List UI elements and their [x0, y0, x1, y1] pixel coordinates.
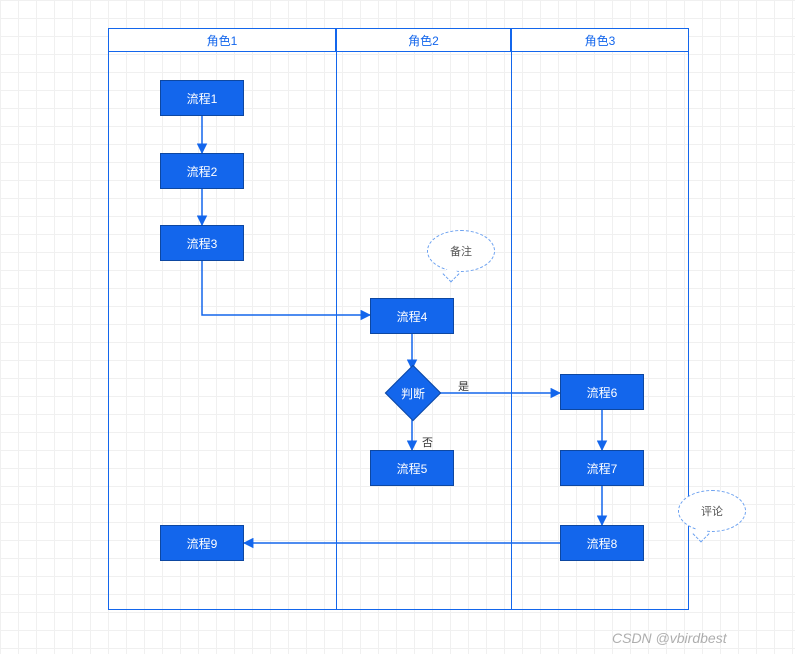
process-node-p8[interactable]: 流程8 — [560, 525, 644, 561]
callout-note: 备注 — [427, 230, 495, 272]
lane-header: 角色1 — [108, 28, 336, 52]
watermark: CSDN @vbirdbest — [612, 630, 727, 646]
callout-comment: 评论 — [678, 490, 746, 532]
lane-header: 角色2 — [336, 28, 511, 52]
process-node-p4[interactable]: 流程4 — [370, 298, 454, 334]
edge-label: 是 — [458, 378, 469, 394]
lane-divider — [511, 52, 512, 610]
process-node-p7[interactable]: 流程7 — [560, 450, 644, 486]
process-node-p2[interactable]: 流程2 — [160, 153, 244, 189]
edge-label: 否 — [422, 434, 433, 450]
process-node-p1[interactable]: 流程1 — [160, 80, 244, 116]
decision-node-d1[interactable]: 判断 — [393, 373, 433, 413]
lane-header: 角色3 — [511, 28, 689, 52]
process-node-p6[interactable]: 流程6 — [560, 374, 644, 410]
process-node-p5[interactable]: 流程5 — [370, 450, 454, 486]
process-node-p9[interactable]: 流程9 — [160, 525, 244, 561]
process-node-p3[interactable]: 流程3 — [160, 225, 244, 261]
lane-divider — [336, 52, 337, 610]
